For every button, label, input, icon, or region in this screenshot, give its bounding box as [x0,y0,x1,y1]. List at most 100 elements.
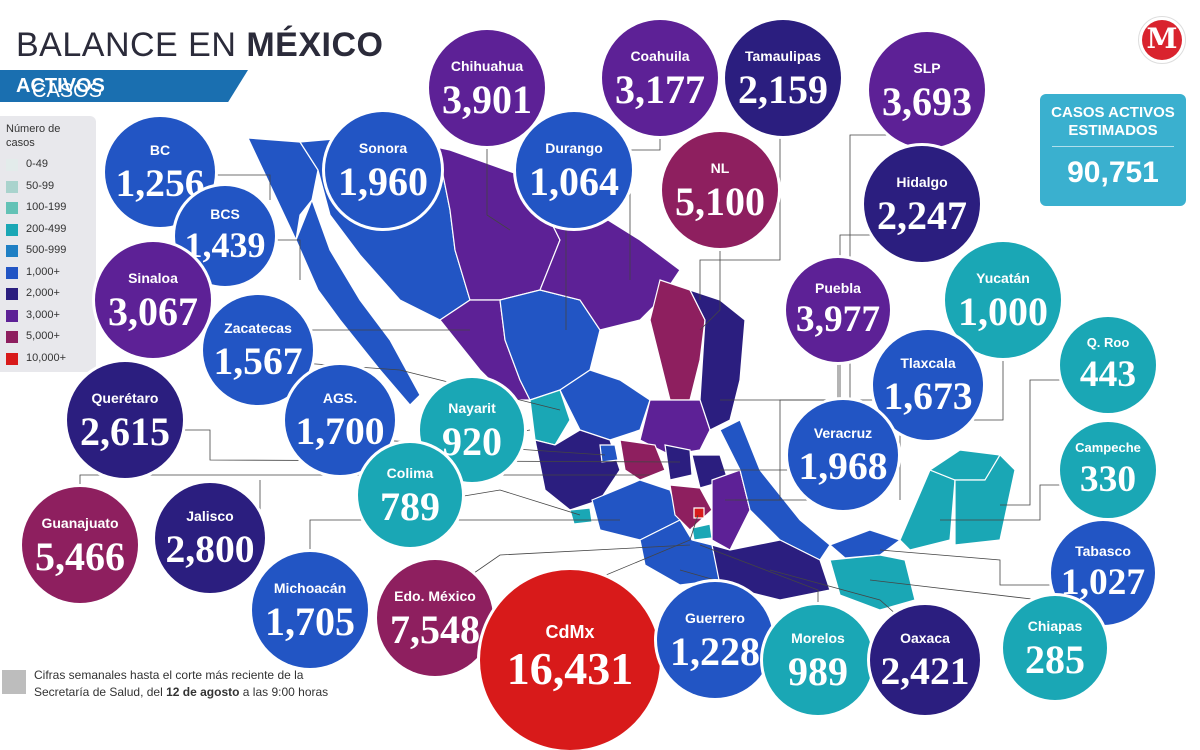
state-value: 1,064 [529,159,619,204]
state-value: 3,067 [108,289,198,334]
title-regular: BALANCE EN [16,26,247,64]
legend-item: 200-499 [6,221,94,239]
region-tabasco [828,529,902,559]
state-name: Tamaulipas [745,48,821,64]
state-name: Sinaloa [128,270,178,286]
state-bubble: Morelos 989 [763,605,873,715]
legend-label: 1,000+ [26,265,60,278]
region-qroo [954,454,1016,546]
total-divider [1052,146,1174,147]
state-bubble: Coahuila 3,177 [602,20,718,136]
state-value: 1,673 [883,374,973,418]
state-value: 5,100 [675,179,765,224]
region-slp [639,399,711,456]
state-value: 1,439 [184,225,266,265]
legend-label: 200-499 [26,222,67,235]
state-bubble: Chiapas 285 [1003,596,1107,700]
subtitle-text: CASOS ACTIVOS [16,75,105,102]
region-tamaulipas [688,288,746,431]
state-name: NL [710,160,730,176]
state-bubble: Guanajuato 5,466 [22,487,138,603]
region-chiapas [829,554,916,611]
total-label-line1: CASOS ACTIVOS [1051,104,1175,121]
state-bubble: Durango 1,064 [516,112,632,228]
legend-label: 5,000+ [26,330,60,342]
legend-swatch [6,223,18,236]
region-bcs [295,198,421,406]
state-bubble: Hidalgo 2,247 [864,146,980,262]
state-value: 3,177 [615,67,705,112]
footnote-date: 12 de agosto [166,685,240,699]
state-name: Tlaxcala [900,355,956,371]
state-bubble: Sonora 1,960 [325,112,441,228]
legend-swatch [6,180,18,193]
state-value: 989 [788,649,848,694]
state-name: Sonora [358,140,408,156]
legend-swatch [6,202,18,214]
state-bubble: Tamaulipas 2,159 [725,20,841,136]
state-value: 1,000 [958,289,1048,334]
state-name: Oaxaca [900,630,950,646]
state-value: 5,466 [35,534,125,579]
legend-label: 10,000+ [26,351,67,364]
state-name: Jalisco [186,508,234,524]
state-name: Querétaro [91,390,159,406]
region-nayarit [529,389,571,446]
region-ags [599,444,619,463]
footnote-marker [2,670,26,694]
region-coahuila [538,199,681,331]
state-value: 285 [1025,637,1085,682]
page-title: BALANCE EN MÉXICO [16,26,383,65]
title-bold: MÉXICO [246,26,384,64]
legend-label: 50-99 [26,179,55,192]
legend-swatch [6,352,18,365]
state-value: 2,247 [877,193,967,238]
footnote: Cifras semanales hasta el corte más reci… [34,667,354,701]
total-box: CASOS ACTIVOS ESTIMADOS 90,751 [1040,94,1186,206]
legend-item: 500-999 [6,242,94,260]
region-guanajuato [619,439,666,481]
state-name: CdMx [545,622,595,642]
state-bubble: Querétaro 2,615 [67,362,183,478]
legend-item: 1,000+ [6,264,94,282]
state-value: 3,901 [442,77,532,122]
region-queretaro [664,444,693,481]
state-bubble: AGS. 1,700 [285,365,395,475]
state-value: 1,960 [338,159,428,204]
state-bubble: Oaxaca 2,421 [870,605,980,715]
legend-item: 10,000+ [6,350,94,368]
state-bubble: Guerrero 1,228 [657,582,773,698]
region-zacatecas [559,369,651,441]
state-bubble: Colima 789 [358,443,462,547]
state-value: 1,256 [115,161,205,205]
state-name: Nayarit [448,400,496,416]
subtitle-regular: CASOS [32,80,103,102]
state-value: 1,968 [798,444,888,488]
state-value: 2,800 [165,527,255,571]
state-name: Veracruz [813,425,873,441]
state-name: Campeche [1075,440,1141,455]
milenio-logo: M [1138,16,1186,64]
state-value: 2,159 [738,67,828,112]
region-cdmx [693,507,705,519]
state-bubble: Q. Roo 443 [1060,317,1156,413]
region-morelos [691,523,713,541]
state-bubble: SLP 3,693 [869,32,985,148]
legend-item: 50-99 [6,178,94,196]
state-bubble: Michoacán 1,705 [252,552,368,668]
state-name: Puebla [815,280,861,296]
legend-swatch [6,331,18,343]
state-bubble: Veracruz 1,968 [788,400,898,510]
state-bubble: BC 1,256 [105,117,215,227]
legend-title: Número de casos [6,123,61,149]
region-veracruz [719,419,831,561]
state-bubble: Edo. México 7,548 [377,560,493,676]
state-value: 920 [442,419,502,464]
region-colima [569,507,593,525]
state-value: 2,615 [80,409,170,454]
state-name: Chihuahua [450,58,524,74]
state-bubble: Tlaxcala 1,673 [873,330,983,440]
state-name: Yucatán [976,270,1030,286]
state-value: 1,700 [295,409,385,453]
